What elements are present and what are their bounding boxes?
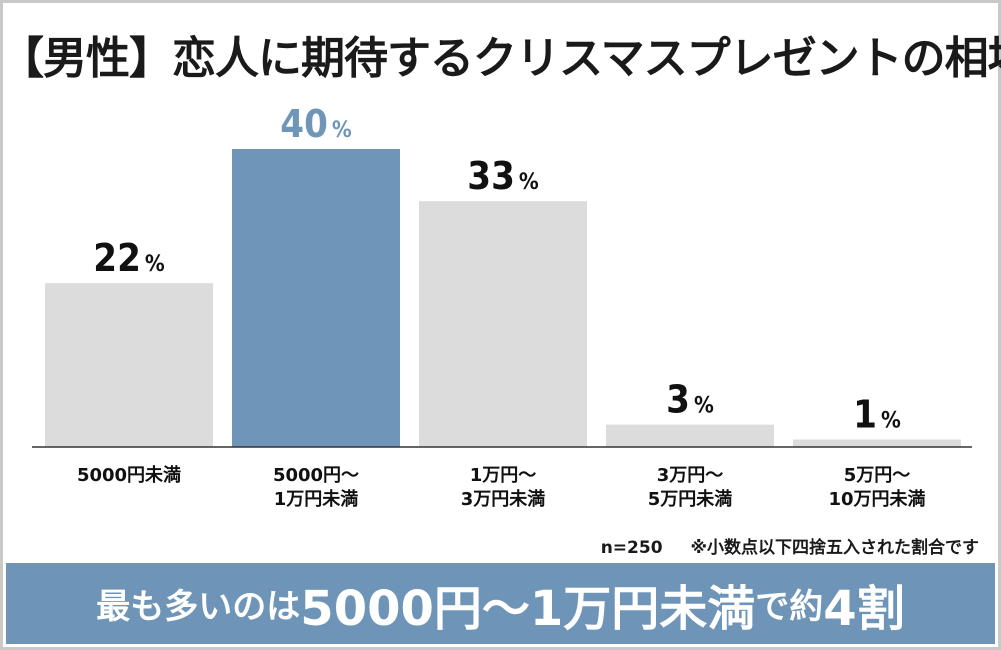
bar-1 bbox=[45, 283, 213, 447]
sample-size: n=250 bbox=[600, 538, 663, 558]
category-label-1: 5000円未満 bbox=[77, 464, 181, 486]
data-label-5: 1% bbox=[853, 393, 901, 437]
bar-2 bbox=[232, 149, 400, 447]
category-label-2: 5000円〜 1万円未満 bbox=[273, 465, 359, 510]
category-label-3: 1万円〜 3万円未満 bbox=[461, 465, 546, 510]
data-label-1: 22% bbox=[93, 236, 165, 280]
rounding-note: ※小数点以下四捨五入された割合です bbox=[690, 538, 979, 558]
data-label-4: 3% bbox=[666, 378, 714, 422]
summary-part-2: 5000円〜1万円未満 bbox=[300, 580, 756, 637]
data-label-3: 33% bbox=[467, 154, 539, 198]
summary-part-4: 4割 bbox=[823, 580, 905, 637]
summary-banner: 最も多いのは 5000円〜1万円未満 で約 4割 bbox=[6, 563, 995, 644]
bar-4 bbox=[606, 424, 774, 447]
category-label-5: 5万円〜 10万円未満 bbox=[828, 465, 925, 510]
chart-note: n=250 ※小数点以下四捨五入された割合です bbox=[601, 533, 979, 558]
chart-title: 【男性】恋人に期待するクリスマスプレゼントの相場 bbox=[0, 33, 1001, 84]
bar-chart: 22 % 5000円未満 40 % 5000円〜 1万円未満 33 % 1万円〜 3万円未満 3 % 3万… bbox=[32, 102, 972, 510]
summary-part-3: で約 bbox=[755, 587, 824, 627]
bar-3 bbox=[419, 201, 587, 447]
bar-5 bbox=[793, 439, 961, 447]
summary-part-1: 最も多いのは bbox=[96, 587, 301, 627]
data-label-2: 40% bbox=[280, 102, 352, 146]
category-label-4: 3万円〜 5万円未満 bbox=[648, 465, 733, 510]
